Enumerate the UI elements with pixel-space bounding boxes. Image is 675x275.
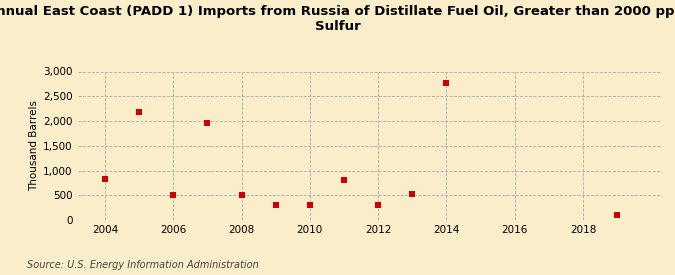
Point [134,110,144,114]
Point [304,203,315,207]
Point [168,192,179,197]
Point [99,177,110,182]
Text: Source: U.S. Energy Information Administration: Source: U.S. Energy Information Administ… [27,260,259,270]
Point [339,178,350,183]
Y-axis label: Thousand Barrels: Thousand Barrels [29,100,39,191]
Point [236,192,247,197]
Point [202,121,213,126]
Text: Annual East Coast (PADD 1) Imports from Russia of Distillate Fuel Oil, Greater t: Annual East Coast (PADD 1) Imports from … [0,6,675,34]
Point [407,192,418,196]
Point [270,203,281,207]
Point [373,202,383,207]
Point [612,212,622,217]
Point [441,81,452,86]
